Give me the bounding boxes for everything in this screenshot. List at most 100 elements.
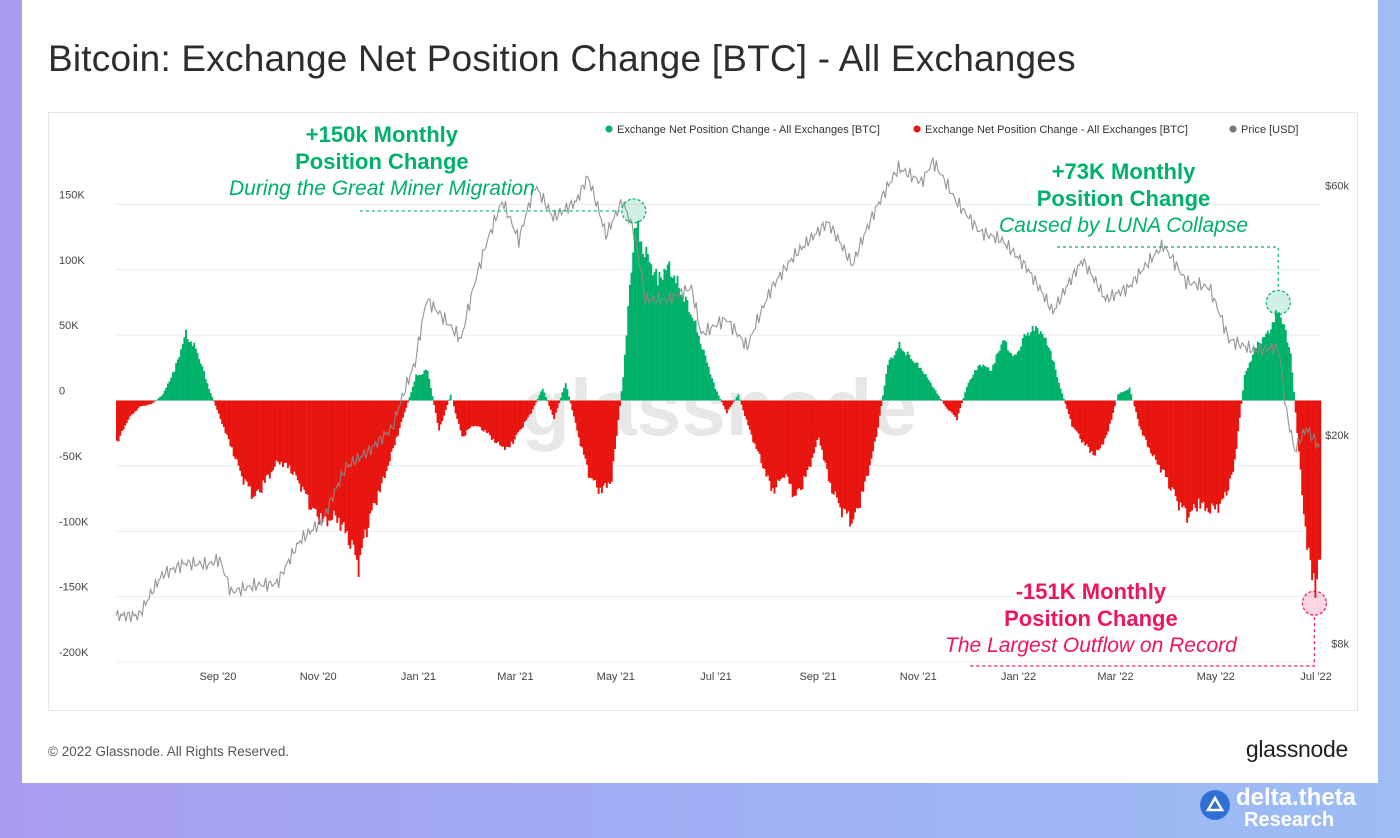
net-position-bar: [410, 392, 413, 401]
net-position-bar: [630, 272, 633, 401]
net-position-bar: [977, 365, 980, 401]
net-position-bar: [385, 400, 388, 472]
net-position-bar: [446, 400, 449, 406]
net-position-bar: [308, 400, 311, 510]
net-position-bar: [1127, 389, 1129, 401]
net-position-bar: [671, 277, 674, 401]
net-position-bar: [120, 400, 123, 431]
net-position-bar: [737, 394, 740, 401]
net-position-bar: [365, 400, 368, 538]
y-tick-label-2: 50K: [59, 320, 79, 332]
net-position-bar: [405, 400, 408, 408]
net-position-bar: [288, 400, 291, 466]
net-position-bar: [1076, 400, 1078, 432]
net-position-bar: [1031, 325, 1034, 401]
net-position-bar: [216, 400, 219, 410]
net-position-bar: [747, 400, 750, 426]
net-position-bar: [429, 388, 432, 401]
net-position-bar: [663, 268, 666, 401]
net-position-bar: [1279, 317, 1282, 401]
x-tick-label-4: May '21: [597, 671, 635, 683]
net-position-bar: [1026, 332, 1029, 401]
net-position-bar: [249, 400, 252, 487]
net-position-bar: [231, 400, 233, 448]
net-position-bar: [743, 400, 746, 417]
net-position-bar: [296, 400, 299, 481]
net-position-bar: [827, 400, 830, 482]
net-position-bar: [1265, 333, 1268, 401]
net-position-bar: [490, 400, 493, 440]
net-position-bar: [1173, 400, 1175, 490]
net-position-bar: [1166, 400, 1169, 478]
net-position-bar: [1186, 400, 1189, 523]
net-position-bar: [1039, 331, 1042, 401]
net-position-bar: [926, 377, 929, 401]
net-position-bar: [420, 374, 423, 401]
net-position-bar: [328, 400, 330, 521]
net-position-bar: [137, 400, 140, 409]
net-position-bar: [553, 400, 556, 420]
net-position-bar: [676, 275, 679, 401]
net-position-bar: [979, 364, 981, 401]
glassnode-logo: glassnode: [1245, 736, 1348, 762]
net-position-bar: [597, 400, 600, 494]
net-position-bar: [512, 400, 515, 444]
net-position-bar: [1143, 400, 1146, 437]
net-position-bar: [459, 400, 462, 431]
net-position-bar: [615, 400, 618, 436]
net-position-bar: [1281, 323, 1284, 401]
annotation-luna-collapse: +73K Monthly Position Change Caused by L…: [999, 158, 1248, 239]
net-position-bar: [530, 400, 533, 414]
net-position-bar: [503, 400, 506, 450]
net-position-bar: [1258, 342, 1261, 401]
net-position-bar: [1163, 400, 1166, 470]
net-position-bar: [1095, 400, 1098, 450]
net-position-bar: [434, 400, 437, 414]
net-position-bar: [758, 400, 761, 454]
net-position-bar: [901, 350, 904, 401]
net-position-bar: [1312, 400, 1315, 574]
net-position-bar: [148, 400, 151, 405]
net-position-bar: [872, 400, 875, 452]
net-position-bar: [826, 400, 829, 470]
net-position-bar: [816, 400, 819, 441]
net-position-bar: [796, 400, 799, 490]
net-position-bar: [116, 400, 118, 441]
net-position-bar: [1123, 391, 1126, 401]
net-position-bar: [1302, 400, 1305, 515]
net-position-bar: [1005, 341, 1008, 401]
net-position-bar: [1217, 400, 1220, 513]
net-position-bar: [1049, 350, 1052, 401]
net-position-bar: [1284, 329, 1287, 401]
net-position-bar: [1271, 322, 1274, 401]
page-title: Bitcoin: Exchange Net Position Change [B…: [48, 38, 1076, 79]
net-position-bar: [497, 400, 500, 442]
net-position-bar: [313, 400, 316, 509]
net-position-bar: [1316, 400, 1318, 580]
net-position-bar: [788, 400, 791, 484]
net-position-bar: [1033, 330, 1036, 401]
net-position-bar: [773, 400, 776, 494]
net-position-bar: [466, 400, 469, 431]
net-position-bar: [295, 400, 298, 476]
net-position-bar: [157, 398, 159, 401]
net-position-bar: [518, 400, 521, 431]
net-position-bar: [916, 362, 919, 401]
net-position-bar: [681, 296, 684, 401]
net-position-bar: [893, 355, 896, 401]
net-position-bar: [576, 400, 579, 431]
net-position-bar: [1136, 400, 1139, 420]
annotation-miner-migration: +150k Monthly Position Change During the…: [229, 121, 535, 202]
net-position-bar: [1235, 400, 1238, 449]
net-position-bar: [1187, 400, 1190, 518]
net-position-bar: [633, 228, 636, 401]
net-position-bar: [970, 378, 973, 401]
net-position-bar: [408, 397, 411, 401]
net-position-bar: [1196, 400, 1198, 512]
net-position-bar: [1171, 400, 1174, 488]
net-position-bar: [232, 400, 235, 457]
net-position-bar: [193, 342, 196, 401]
net-position-bar: [653, 272, 656, 401]
net-position-bar: [1189, 400, 1192, 512]
net-position-bar: [441, 400, 444, 421]
